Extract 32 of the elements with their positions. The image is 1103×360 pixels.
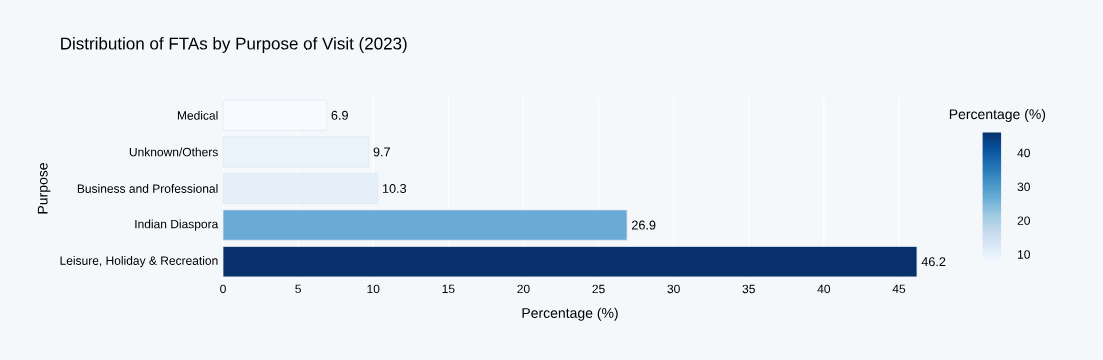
x-tick-label: 40 [817,284,831,294]
color-bar-title: Percentage (%) [949,108,1046,122]
y-tick-label: Leisure, Holiday & Recreation [60,256,218,268]
data-label: 26.9 [631,220,656,230]
color-bar-label: 40 [1017,148,1030,158]
chart-title: Distribution of FTAs by Purpose of Visit (2023) [61,37,407,53]
data-label: 6.9 [331,110,348,120]
data-label: 46.2 [921,257,946,267]
x-tick-label: 5 [295,284,301,294]
x-axis-title: Percentage (%) [522,307,618,321]
x-tick-label: 0 [220,284,226,294]
y-tick-label: Indian Diaspora [135,219,219,231]
bar [222,209,628,241]
x-tick-label: 30 [667,284,680,294]
bar [222,246,918,278]
color-bar-label: 10 [1018,250,1030,259]
y-tick-label: Unknown/Others [129,147,218,157]
data-label: 10.3 [382,184,407,193]
x-tick-label: 20 [517,284,530,294]
color-bar-label: 30 [1017,182,1030,192]
x-tick-label: 35 [742,284,755,294]
y-axis-title: Purpose [37,163,51,214]
y-tick-label: Medical [177,110,218,120]
data-label: 9.7 [373,147,390,157]
x-tick-label: 10 [367,284,380,294]
color-bar-label: 20 [1017,216,1030,225]
x-tick-label: 45 [892,284,906,294]
x-tick-label: 15 [442,284,455,294]
bar [222,172,379,205]
bar [222,136,370,168]
x-tick-label: 25 [592,284,605,294]
y-tick-label: Business and Professional [77,184,218,193]
